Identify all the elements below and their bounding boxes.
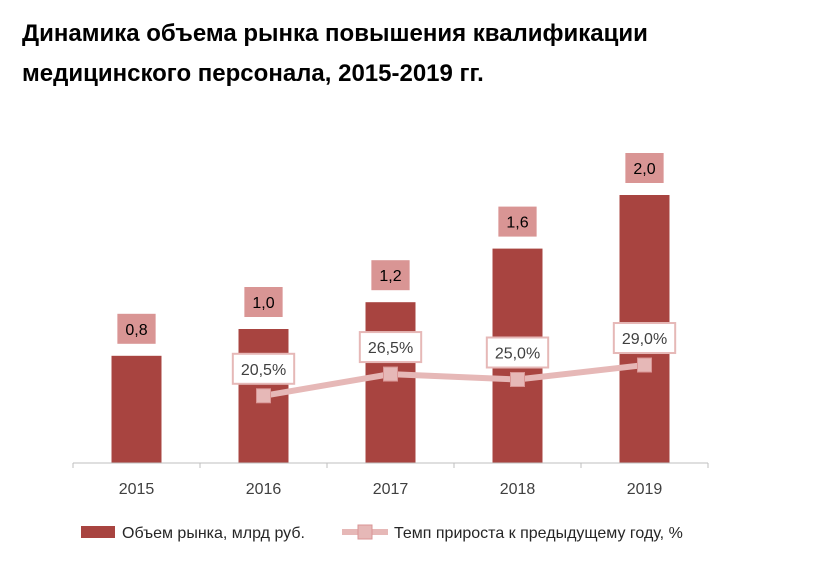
bar-value-label: 1,6 — [506, 215, 528, 232]
bar-value-label-box — [244, 287, 283, 317]
x-tick-label: 2016 — [246, 481, 282, 498]
line-value-label-box — [231, 352, 296, 385]
x-axis: 2015 2016 2017 2018 2019 — [72, 462, 709, 498]
chart-title: Динамика объема рынка повышения квалифик… — [22, 20, 648, 87]
bar-value-label-box — [117, 313, 156, 344]
line-value-label-box — [485, 336, 550, 369]
line-point — [256, 388, 271, 404]
line-point — [383, 366, 398, 382]
legend-bar-label: Объем рынка, млрд руб. — [122, 525, 305, 542]
growth-line — [262, 362, 645, 399]
line-point — [637, 357, 652, 373]
bar-value-label: 0,8 — [125, 322, 147, 339]
line-value-label: 29,0% — [622, 331, 667, 348]
line-point — [510, 372, 525, 387]
bar-value-label-box — [498, 206, 537, 237]
x-tick-label: 2019 — [627, 481, 663, 498]
line-value-label: 25,0% — [495, 346, 540, 363]
growth-line-group — [256, 357, 652, 404]
bar — [111, 355, 162, 463]
x-tick-label: 2018 — [500, 481, 536, 498]
bar-value-label-box — [371, 260, 410, 291]
line-value-label-box — [358, 331, 423, 364]
bar-value-label: 1,0 — [252, 295, 274, 312]
bar — [365, 302, 416, 463]
x-tick-label: 2017 — [373, 481, 409, 498]
bar-value-label: 1,2 — [379, 268, 401, 285]
legend-bar-swatch — [81, 526, 115, 538]
legend-line-marker — [357, 524, 373, 540]
legend: Объем рынка, млрд руб. Темп прироста к пр… — [81, 524, 683, 542]
data-label-group: 0,8 1,0 1,2 1,6 2,0 20,5% 26,5% 25,0% 29,0% — [117, 153, 677, 385]
line-value-label: 26,5% — [368, 340, 413, 357]
legend-line-label: Темп прироста к предыдущему году, % — [394, 525, 683, 542]
line-value-label-box — [612, 322, 677, 355]
bar-value-label-box — [625, 153, 664, 183]
line-value-label: 20,5% — [241, 362, 286, 379]
bar-value-label: 2,0 — [633, 161, 655, 178]
bar-group — [111, 195, 670, 463]
x-tick-label: 2015 — [119, 481, 155, 498]
